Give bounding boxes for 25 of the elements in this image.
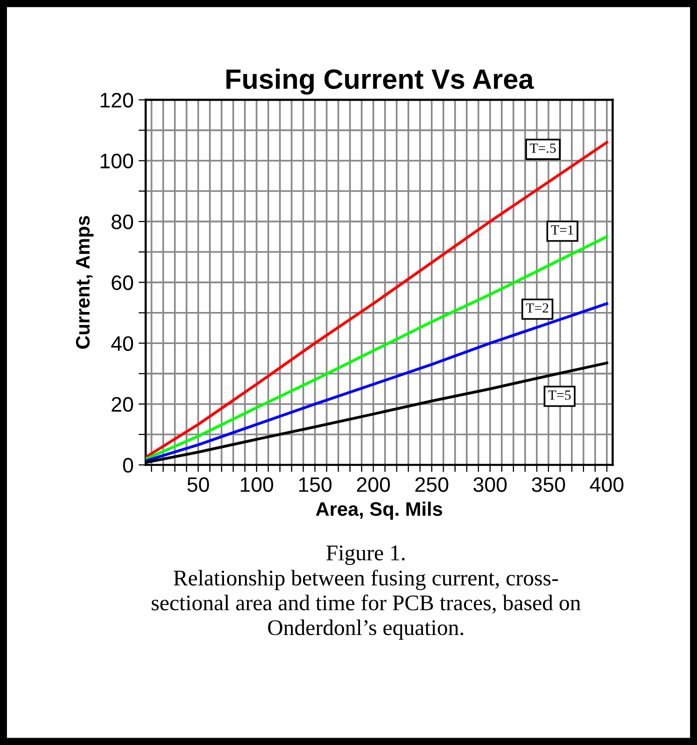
y-tick-label: 100 xyxy=(100,154,134,168)
x-tick-label: 200 xyxy=(357,477,390,492)
y-tick-label: 40 xyxy=(111,336,134,351)
series-label: T=2 xyxy=(526,303,548,313)
y-tick-label: 0 xyxy=(123,458,134,473)
x-tick-label: 300 xyxy=(473,477,507,492)
caption: Figure 1. Relationship between fusing current, cross- sectional area and time for PCB traces, based on Onderdonl’s equation. xyxy=(152,545,581,640)
x-axis-title: Area, Sq. Mils xyxy=(316,502,442,520)
x-tick-label: 250 xyxy=(415,477,448,492)
series-label: T=1 xyxy=(551,225,574,235)
series-label: T=.5 xyxy=(530,144,556,153)
x-tick-label: 350 xyxy=(532,477,566,492)
y-tick-label: 60 xyxy=(112,275,134,290)
chart-title: Fusing Current Vs Area xyxy=(226,68,534,95)
x-tick-label: 150 xyxy=(299,477,332,492)
line-series xyxy=(146,235,608,460)
x-tick-label: 50 xyxy=(187,477,209,492)
y-tick-label: 120 xyxy=(100,92,134,108)
y-tick-label: 80 xyxy=(112,214,134,230)
x-tick-label: 400 xyxy=(590,477,624,492)
y-tick-label: 20 xyxy=(112,397,134,412)
y-axis-title: Current, Amps xyxy=(76,216,94,349)
x-tick-label: 100 xyxy=(240,477,274,492)
series-label: T=5 xyxy=(548,390,571,400)
line-series xyxy=(146,141,608,459)
